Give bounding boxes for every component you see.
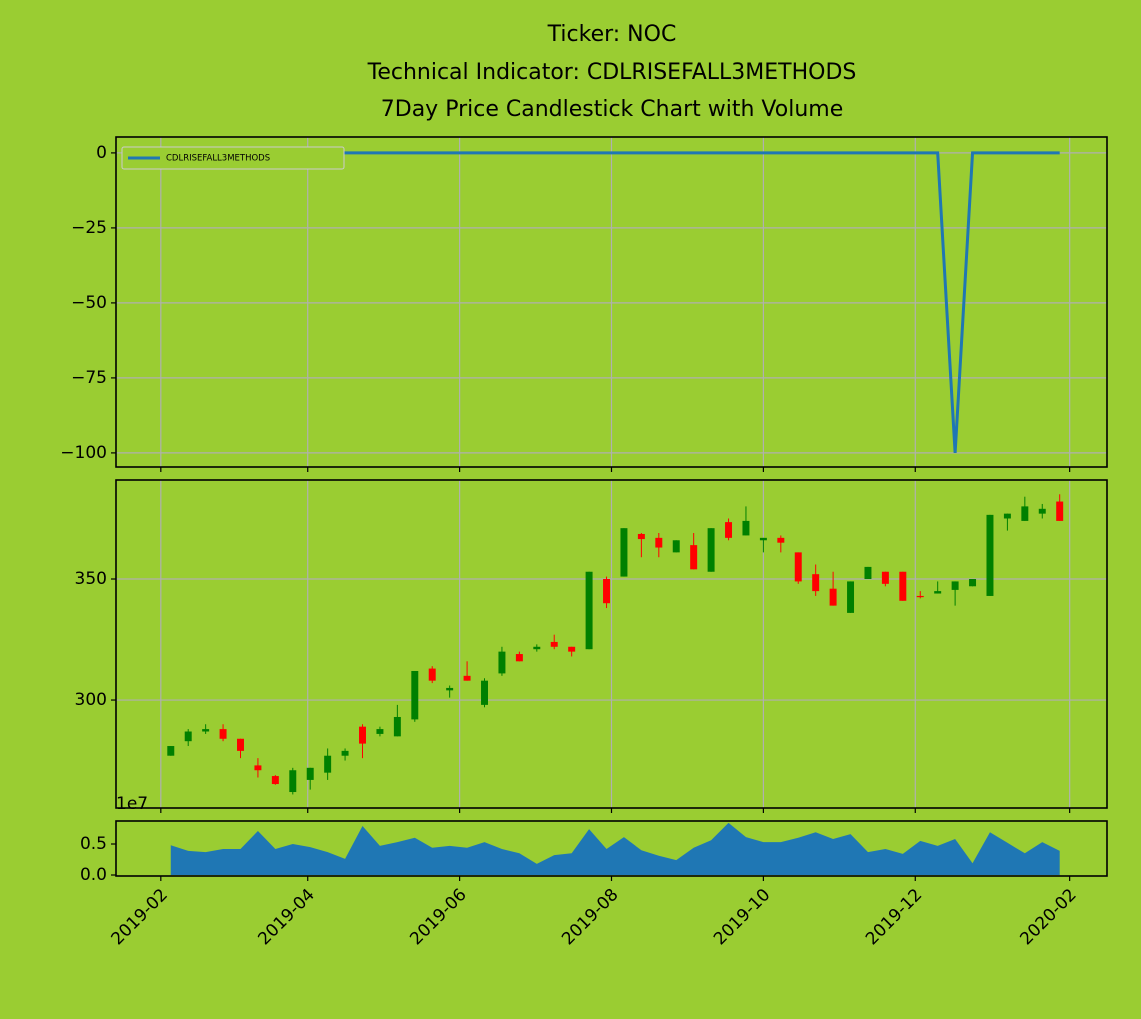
chart-title: 7Day Price Candlestick Chart with Volume xyxy=(381,97,843,122)
x-tick-label: 2019-10 xyxy=(710,885,774,949)
y-tick-label: −25 xyxy=(71,218,107,238)
candle-body xyxy=(289,770,297,793)
candle-body xyxy=(271,776,279,785)
chart-title: Technical Indicator: CDLRISEFALL3METHODS xyxy=(367,60,857,85)
chart-title: Ticker: NOC xyxy=(547,22,677,47)
candle-body xyxy=(759,537,767,541)
candle-body xyxy=(533,646,541,650)
axes-frame xyxy=(115,136,1108,468)
legend-box xyxy=(121,146,345,170)
candle-body xyxy=(707,528,715,572)
candle-body xyxy=(359,726,366,744)
candle-body xyxy=(376,729,384,734)
y-tick-label: 0 xyxy=(96,143,107,163)
candle-body xyxy=(550,641,558,647)
candle-body xyxy=(916,595,924,598)
candle-body xyxy=(812,574,820,592)
candle-body xyxy=(568,646,576,652)
y-tick-label: −75 xyxy=(71,368,107,388)
candle-body xyxy=(899,571,907,601)
candle-body xyxy=(446,687,454,691)
candle-body xyxy=(794,552,802,582)
candle-body xyxy=(341,750,349,756)
candle-body xyxy=(864,566,872,580)
candle-body xyxy=(411,670,419,720)
x-tick-label: 2019-06 xyxy=(406,885,470,949)
candle-body xyxy=(585,571,593,650)
candle-body xyxy=(603,579,611,604)
area xyxy=(170,822,1060,876)
candle-body xyxy=(637,533,645,540)
candle-body xyxy=(847,581,855,613)
candle-body xyxy=(1003,513,1011,519)
candle-body xyxy=(986,514,994,596)
y-tick-label: 350 xyxy=(75,569,107,589)
candle-body xyxy=(184,731,192,742)
candle-body xyxy=(829,588,837,606)
axes-frame xyxy=(115,820,1108,877)
y-tick-label: −100 xyxy=(60,443,107,463)
candle-body xyxy=(254,765,262,771)
candle-body xyxy=(951,581,959,590)
candle-body xyxy=(306,767,314,780)
candle-body xyxy=(620,528,628,577)
candle-body xyxy=(1021,506,1029,521)
candle-body xyxy=(1056,501,1064,521)
candle-body xyxy=(672,540,680,553)
candle-body xyxy=(881,571,889,584)
candle-body xyxy=(481,680,488,705)
candle-body xyxy=(655,537,663,548)
candle-body xyxy=(324,755,332,773)
axes-frame xyxy=(115,479,1108,809)
candle-body xyxy=(463,675,471,681)
x-tick-label: 2020-02 xyxy=(1016,885,1080,949)
candle-body xyxy=(428,668,436,681)
candle-body xyxy=(219,729,227,739)
y-tick-label: 300 xyxy=(75,690,107,710)
y-tick-label: 0.0 xyxy=(80,865,107,885)
candle-body xyxy=(777,537,785,543)
x-tick-label: 2019-04 xyxy=(254,885,318,949)
candle-body xyxy=(934,591,942,594)
candle-body xyxy=(498,651,506,674)
y-tick-label: 0.5 xyxy=(80,834,107,854)
candle-body xyxy=(969,579,977,587)
candle-body xyxy=(202,729,210,732)
candle-body xyxy=(515,654,523,662)
x-tick-label: 2019-08 xyxy=(558,885,622,949)
x-tick-label: 2019-12 xyxy=(862,885,926,949)
x-tick-label: 2019-02 xyxy=(108,885,172,949)
candle-body xyxy=(742,520,750,536)
offset-label: 1e7 xyxy=(116,794,148,814)
candle-body xyxy=(1038,508,1046,514)
candle-body xyxy=(725,522,733,538)
legend-label: CDLRISEFALL3METHODS xyxy=(166,154,270,164)
candle-body xyxy=(690,545,698,570)
y-tick-label: −50 xyxy=(71,293,107,313)
candle-body xyxy=(167,746,175,756)
candle-body xyxy=(393,716,401,737)
candle-body xyxy=(237,738,244,751)
